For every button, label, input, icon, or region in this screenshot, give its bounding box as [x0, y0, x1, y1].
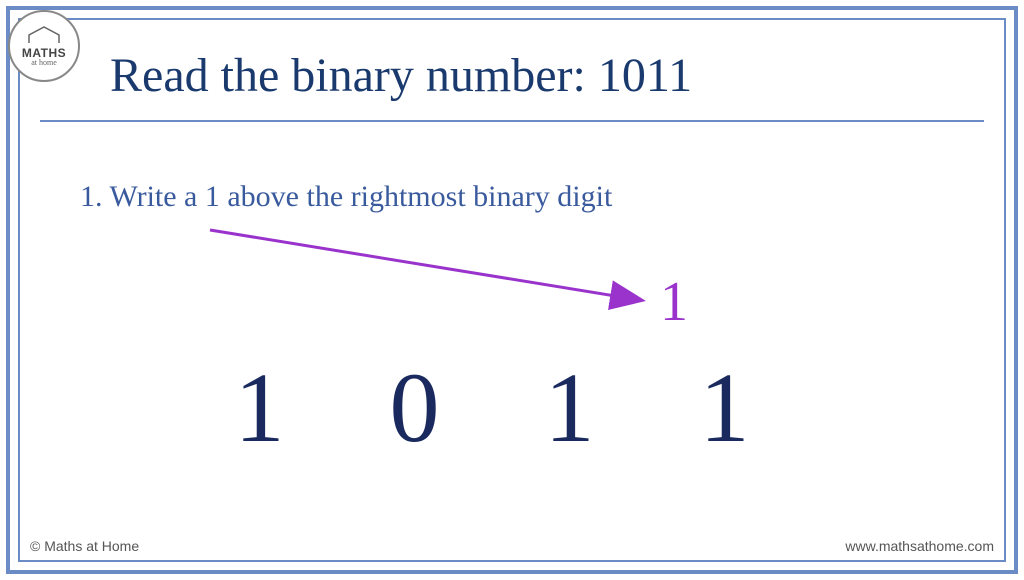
inner-frame: Read the binary number: 1011 1. Write a … — [18, 18, 1006, 562]
footer-copyright: © Maths at Home — [30, 538, 139, 554]
place-value-digit: 1 — [660, 270, 688, 334]
instruction-text: 1. Write a 1 above the rightmost binary … — [80, 180, 612, 214]
house-icon — [27, 25, 61, 45]
title-divider — [40, 120, 984, 122]
page-title: Read the binary number: 1011 — [110, 48, 984, 103]
arrow-icon — [200, 220, 700, 320]
logo-subtext: at home — [31, 59, 57, 67]
binary-number: 1 0 1 1 — [20, 350, 1004, 465]
logo: MATHS at home — [8, 10, 80, 82]
footer-url: www.mathsathome.com — [845, 538, 994, 554]
